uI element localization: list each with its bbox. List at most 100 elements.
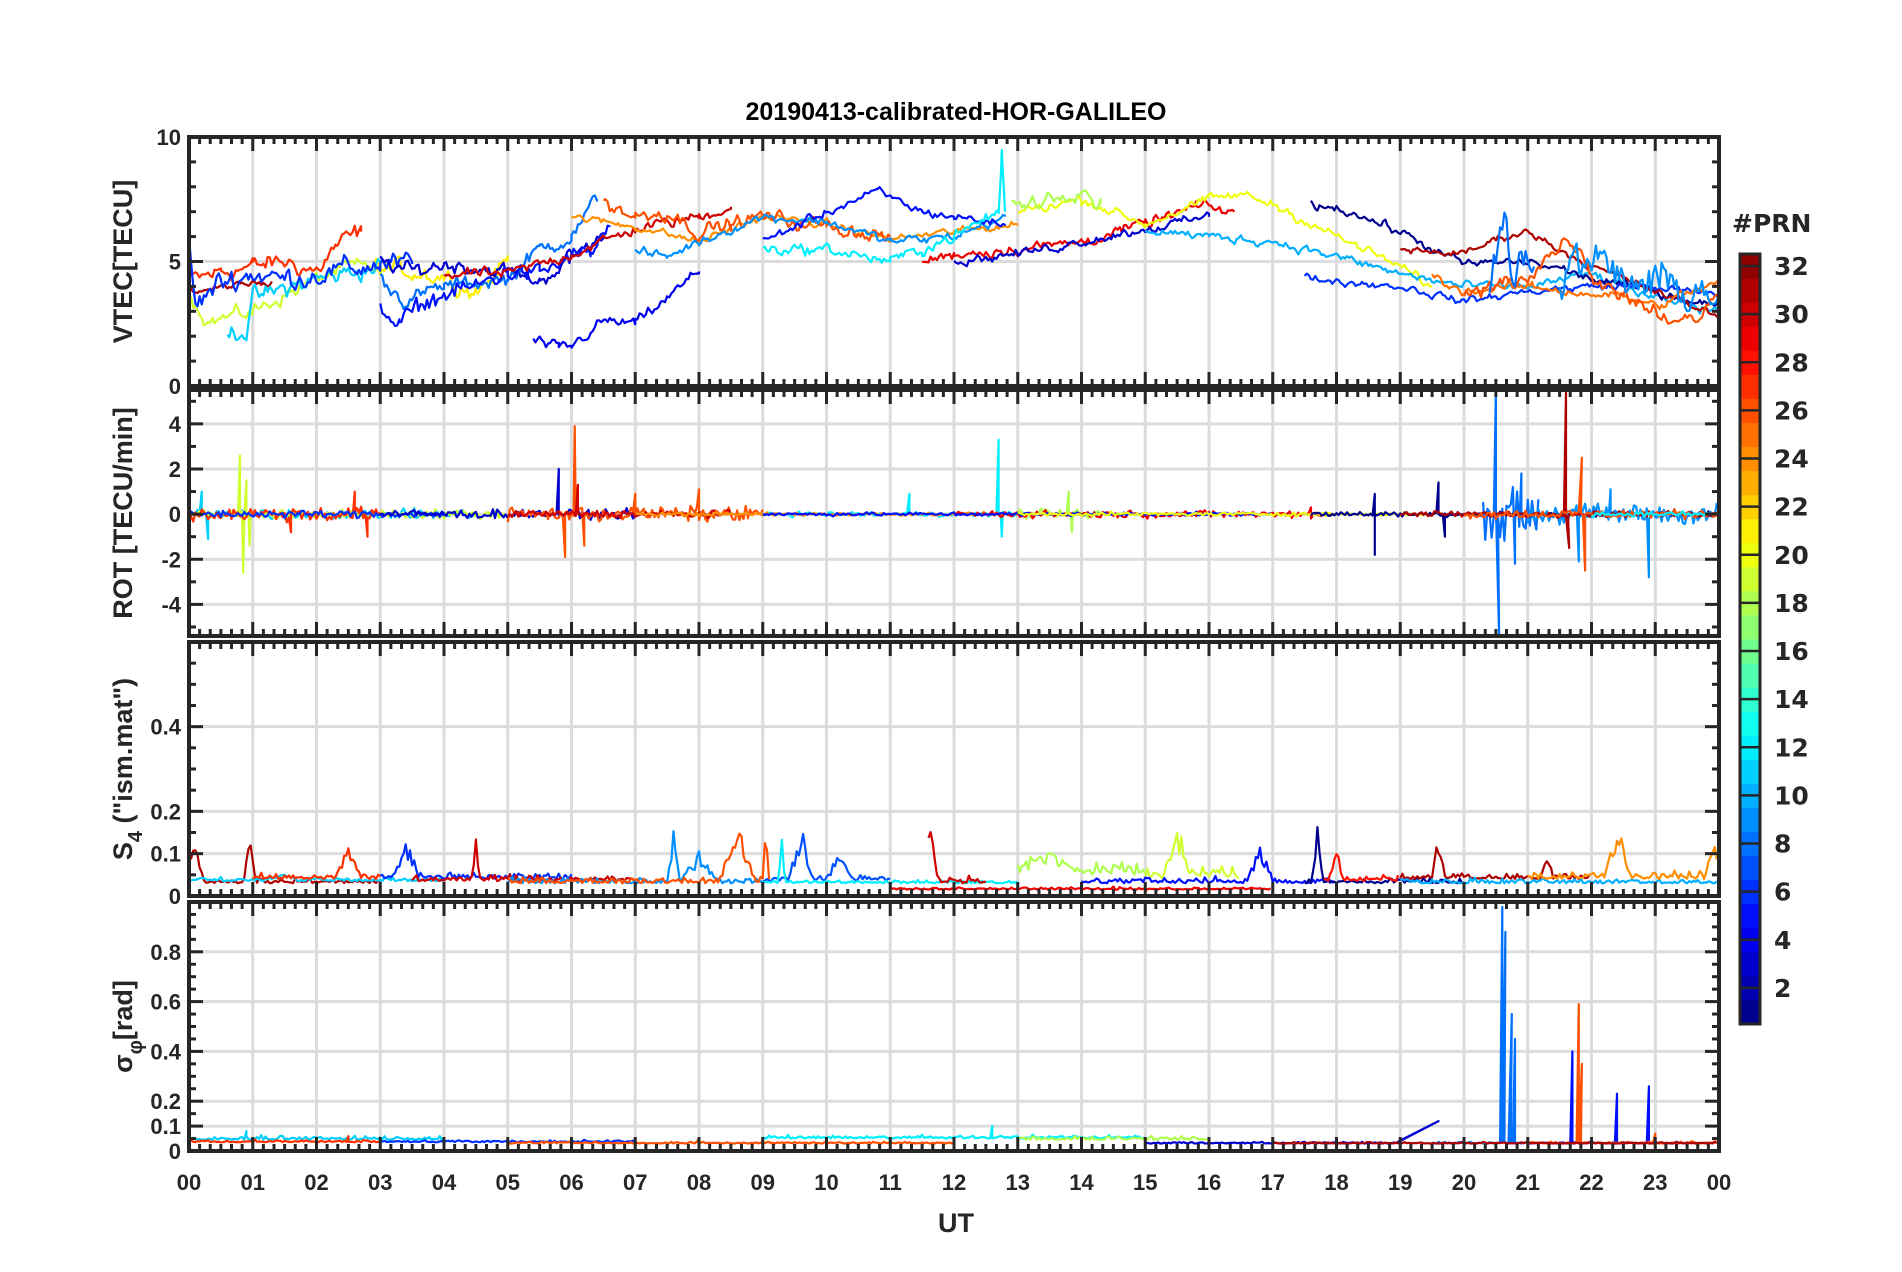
y-tick-label: 0.1: [150, 842, 181, 867]
series-prn-3-line: [953, 211, 1211, 268]
series-prn-9-line: [1558, 242, 1719, 313]
series-prn-31-line: [189, 844, 381, 885]
panel-sigma: 00.10.20.40.60.8σφ[rad]: [108, 900, 1721, 1164]
y-tick-label: 0.6: [150, 990, 181, 1015]
y-tick-label: 0: [169, 502, 181, 527]
x-axis-label: UT: [938, 1208, 974, 1238]
colorbar-swatch: [1740, 711, 1760, 736]
colorbar-swatch: [1740, 807, 1760, 832]
x-tick-label: 18: [1324, 1170, 1348, 1195]
colorbar-tick-label: 30: [1774, 300, 1809, 329]
y-tick-label: -2: [161, 547, 181, 572]
y-axis-label: VTEC[TECU]: [108, 180, 138, 344]
series-prn-28-line: [1323, 853, 1400, 883]
colorbar-swatch: [1740, 566, 1760, 592]
series-prn-7-line: [762, 832, 891, 883]
series-prn-24-line: [571, 214, 1019, 244]
y-axis-label: S4 ("ism.mat"): [108, 678, 147, 860]
series-prn-20-line: [1017, 190, 1433, 288]
series-prn-6-line: [379, 843, 573, 881]
colorbar-tick-label: 12: [1774, 733, 1809, 762]
x-tick-label: 03: [368, 1170, 392, 1195]
series-prn-5-line: [379, 224, 611, 328]
y-tick-label: -4: [161, 592, 181, 617]
series-prn-27-line: [252, 847, 381, 881]
colorbar-tick-label: 6: [1774, 878, 1791, 907]
x-tick-labels: 00 01 02 03 04 05 06 07 08 09 10 11 12 13 14 15 16 17 18 19…: [177, 1170, 1731, 1195]
y-tick-label: 0.8: [150, 940, 181, 965]
x-tick-label: 00: [177, 1170, 201, 1195]
colorbar-swatch: [1740, 759, 1760, 784]
x-tick-label: 02: [304, 1170, 328, 1195]
y-tick-label: 0.2: [150, 1089, 181, 1114]
colorbar-tick-label: 16: [1774, 637, 1809, 666]
y-tick-label: 0.4: [150, 1039, 181, 1064]
colorbar-tick-label: 14: [1774, 685, 1809, 714]
y-axis-label: ROT [TECU/min]: [108, 407, 138, 618]
series-prn-26-line: [507, 832, 771, 885]
x-tick-label: 04: [432, 1170, 457, 1195]
series-prn-24-line: [1527, 837, 1718, 881]
colorbar-swatch: [1740, 422, 1760, 447]
y-tick-label: 0: [169, 884, 181, 909]
panel-vtec: 0 5 10 VTEC[TECU]: [108, 125, 1721, 399]
series-prn-8-line: [379, 194, 599, 311]
x-tick-label: 12: [942, 1170, 966, 1195]
series-group: [189, 148, 1719, 349]
series-prn-25-line: [1431, 273, 1719, 311]
colorbar-swatch: [1740, 374, 1760, 399]
x-tick-label: 07: [623, 1170, 647, 1195]
colorbar-swatch: [1740, 326, 1760, 351]
colorbar-frame: [1738, 252, 1762, 1026]
x-tick-label: 22: [1579, 1170, 1603, 1195]
chart-title: 20190413-calibrated-HOR-GALILEO: [746, 98, 1167, 126]
x-tick-label: 09: [751, 1170, 775, 1195]
x-tick-label: 20: [1452, 1170, 1476, 1195]
x-tick-label: 08: [687, 1170, 711, 1195]
y-tick-label: 5: [169, 250, 181, 275]
series-prn-30-line: [927, 830, 987, 885]
colorbar-tick-label: 4: [1774, 926, 1791, 955]
series-prn-12-line: [762, 148, 1007, 264]
colorbar-swatch: [1740, 951, 1760, 977]
x-tick-label: 21: [1516, 1170, 1540, 1195]
x-tick-label: 13: [1006, 1170, 1030, 1195]
colorbar-tick-label: 24: [1774, 445, 1809, 474]
y-tick-label: 0: [169, 1139, 181, 1164]
colorbar-tick-label: 26: [1774, 396, 1809, 425]
colorbar-swatch: [1740, 999, 1760, 1025]
colorbar-swatch: [1740, 518, 1760, 544]
series-group: [189, 390, 1718, 636]
x-tick-label: 16: [1197, 1170, 1221, 1195]
colorbar-tick-label: 32: [1774, 252, 1809, 281]
panel-rot: -4 -2 0 2 4 ROT [TECU/min]: [108, 388, 1721, 638]
colorbar-tick-label: 2: [1774, 974, 1791, 1003]
series-prn-1-line: [1304, 825, 1463, 885]
colorbar-tick-label: 20: [1774, 541, 1809, 570]
y-tick-label: 0: [169, 374, 181, 399]
x-tick-label: 10: [814, 1170, 838, 1195]
y-tick-label: 2: [169, 457, 181, 482]
panel-s4: 00.10.20.4S4 ("ism.mat"): [108, 640, 1721, 909]
colorbar-tick-label: 28: [1774, 348, 1809, 377]
x-tick-label: 14: [1069, 1170, 1094, 1195]
y-tick-label: 0.2: [150, 799, 181, 824]
colorbar-tick-label: 18: [1774, 589, 1809, 618]
x-tick-label: 00: [1707, 1170, 1731, 1195]
colorbar-swatch: [1740, 614, 1760, 640]
x-tick-label: 06: [559, 1170, 583, 1195]
series-prn-26-line: [1463, 456, 1718, 572]
y-axis-label-rest: [rad]: [108, 980, 138, 1040]
series-prn-5-line: [762, 186, 1007, 240]
series-prn-19-line: [1144, 831, 1240, 880]
series-prn-6-line: [189, 237, 414, 308]
x-tick-label: 11: [879, 1170, 902, 1195]
y-tick-label: 0.1: [150, 1114, 181, 1139]
y-axis-label-subscript: 4: [125, 830, 147, 842]
series-prn-27-line: [189, 1134, 381, 1144]
series-prn-31-line: [1272, 1140, 1718, 1145]
series-prn-10-line: [1400, 876, 1718, 885]
colorbar-tick-label: 22: [1774, 493, 1809, 522]
